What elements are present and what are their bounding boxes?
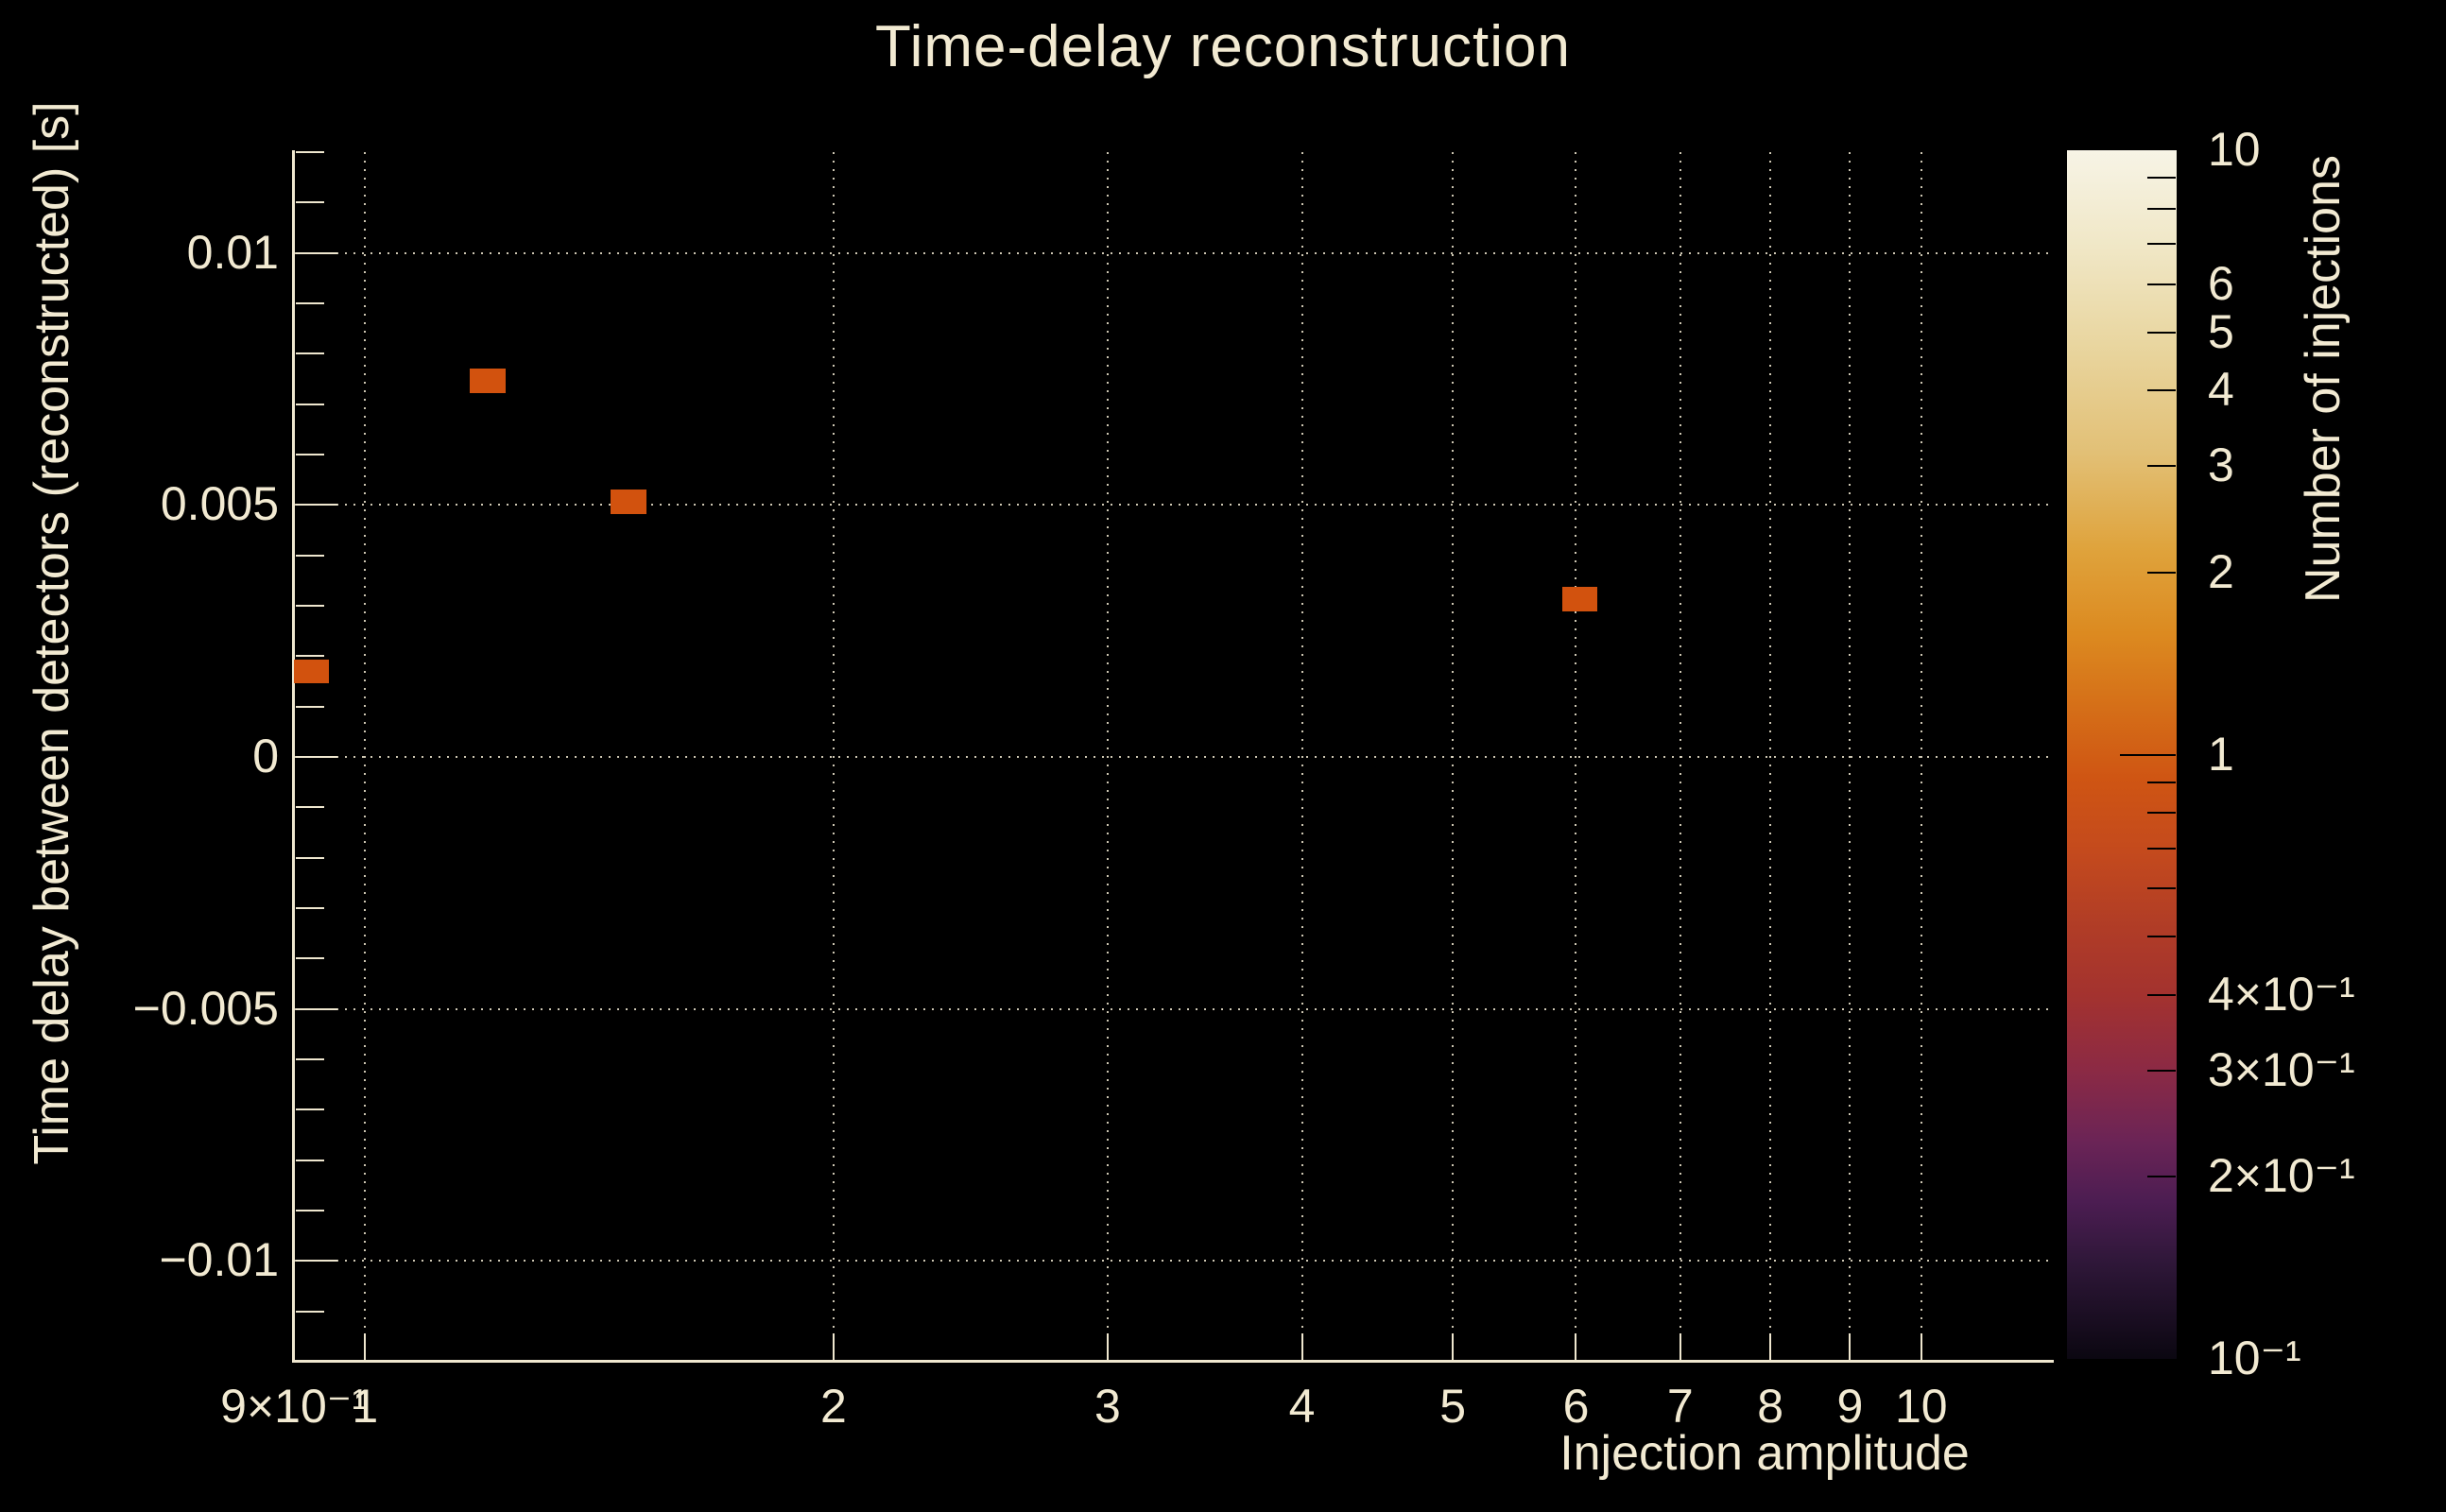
colorbar-tick-label: 6	[2208, 256, 2234, 310]
y-minor-tick	[296, 605, 324, 607]
colorbar-tick-label: 1	[2208, 727, 2234, 781]
y-tick-label: −0.01	[159, 1233, 279, 1287]
x-tick-label: 5	[1439, 1380, 1467, 1433]
colorbar-minor-tick	[2147, 812, 2176, 815]
y-minor-tick	[296, 1058, 324, 1060]
x-tick	[1301, 1333, 1303, 1362]
x-tick	[364, 1333, 367, 1362]
x-tick-label: 3	[1094, 1380, 1121, 1433]
y-gridline	[294, 504, 2053, 507]
y-minor-tick	[296, 1210, 324, 1211]
y-minor-tick	[296, 957, 324, 960]
y-minor-tick	[296, 352, 324, 355]
colorbar-minor-tick	[2147, 1176, 2176, 1178]
histogram-bin	[294, 659, 330, 683]
x-tick-label: 7	[1666, 1380, 1694, 1433]
chart-title: Time-delay reconstruction	[875, 14, 1571, 79]
y-minor-tick	[296, 302, 324, 304]
colorbar-minor-tick	[2147, 465, 2176, 468]
colorbar-minor-tick	[2147, 993, 2176, 996]
y-minor-tick	[296, 201, 324, 204]
y-minor-tick	[296, 655, 324, 658]
x-tick	[1106, 1333, 1109, 1362]
y-tick-label: −0.005	[132, 981, 279, 1035]
colorbar-minor-tick	[2147, 1069, 2176, 1072]
x-tick	[1575, 1333, 1577, 1362]
colorbar-minor-tick	[2147, 243, 2176, 246]
colorbar-tick-label: 3	[2208, 438, 2234, 492]
y-tick-label: 0	[252, 730, 279, 782]
x-axis-title: Injection amplitude	[1559, 1426, 1970, 1481]
y-gridline	[294, 1260, 2053, 1263]
x-tick	[1679, 1333, 1681, 1362]
y-tick-label: 0.01	[186, 225, 279, 279]
x-tick-label: 4	[1288, 1380, 1316, 1433]
y-minor-tick	[296, 403, 324, 405]
x-axis-line	[292, 1360, 2054, 1363]
colorbar-tick-label: 4×10⁻¹	[2208, 967, 2355, 1021]
y-minor-tick	[296, 705, 324, 708]
colorbar-tick-label: 10⁻¹	[2208, 1332, 2301, 1384]
colorbar-title: Number of injections	[2296, 155, 2351, 603]
colorbar-major-tick	[2120, 753, 2176, 756]
y-minor-tick	[296, 806, 324, 809]
histogram-bin	[1562, 586, 1597, 611]
x-tick-label: 1	[352, 1380, 379, 1433]
x-tick-label: 6	[1562, 1380, 1590, 1433]
x-tick	[832, 1333, 835, 1362]
y-tick-label: 0.005	[160, 477, 279, 531]
y-gridline	[294, 756, 2053, 758]
x-tick-label: 9	[1836, 1380, 1864, 1433]
x-tick	[1920, 1333, 1922, 1362]
colorbar-minor-tick	[2147, 781, 2176, 783]
y-axis-line	[292, 150, 295, 1363]
colorbar-minor-tick	[2147, 389, 2176, 392]
y-minor-tick	[296, 856, 324, 859]
colorbar-minor-tick	[2147, 936, 2176, 937]
colorbar-minor-tick	[2147, 887, 2176, 890]
y-minor-tick	[296, 1310, 324, 1313]
colorbar-tick-label: 2	[2208, 544, 2234, 598]
x-tick-label: 9×10⁻¹	[220, 1380, 368, 1433]
colorbar-tick-label: 3×10⁻¹	[2208, 1042, 2355, 1096]
colorbar-minor-tick	[2147, 207, 2176, 210]
y-gridline	[294, 1007, 2053, 1010]
y-minor-tick	[296, 907, 324, 909]
colorbar-tick-label: 5	[2208, 304, 2234, 358]
y-minor-tick	[296, 1159, 324, 1161]
y-major-tick	[296, 1007, 337, 1010]
y-minor-tick	[296, 554, 324, 557]
x-tick	[1769, 1333, 1772, 1362]
y-major-tick	[296, 1260, 337, 1263]
y-major-tick	[296, 251, 337, 254]
y-gridline	[294, 251, 2053, 254]
y-minor-tick	[296, 151, 324, 153]
colorbar-minor-tick	[2147, 331, 2176, 334]
y-minor-tick	[296, 1361, 324, 1363]
y-major-tick	[296, 756, 337, 758]
x-tick	[1849, 1333, 1852, 1362]
x-tick	[1452, 1333, 1455, 1362]
colorbar-minor-tick	[2147, 283, 2176, 285]
colorbar-minor-tick	[2147, 177, 2176, 180]
colorbar-tick-label: 4	[2208, 363, 2234, 417]
x-tick-label: 8	[1757, 1380, 1784, 1433]
colorbar-minor-tick	[2147, 847, 2176, 850]
x-tick-label: 2	[820, 1380, 847, 1433]
x-tick-label: 10	[1894, 1380, 1948, 1433]
colorbar-tick-label: 10	[2208, 123, 2261, 176]
x-tick	[293, 1333, 295, 1362]
histogram-bin	[610, 490, 646, 515]
histogram-bin	[470, 368, 506, 393]
colorbar-minor-tick	[2147, 571, 2176, 574]
y-major-tick	[296, 504, 337, 507]
y-minor-tick	[296, 454, 324, 455]
colorbar-tick-label: 2×10⁻¹	[2208, 1149, 2355, 1203]
y-minor-tick	[296, 1108, 324, 1111]
